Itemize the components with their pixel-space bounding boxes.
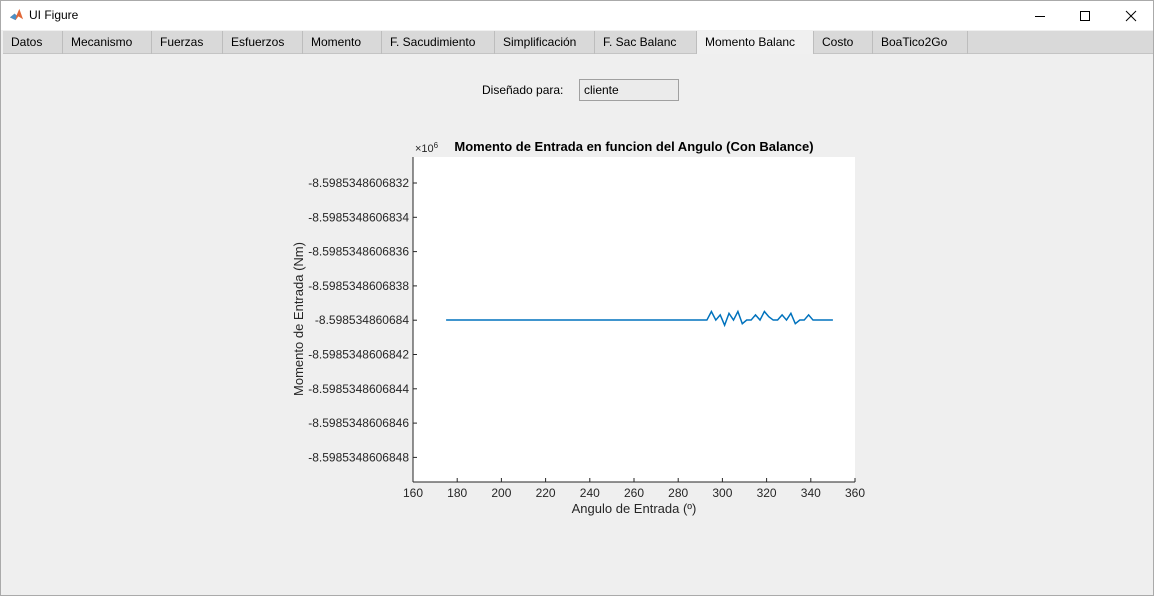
x-tick-label: 180 — [447, 486, 467, 500]
tab-bar: Datos Mecanismo Fuerzas Esfuerzos Moment… — [3, 31, 1153, 55]
tab-esfuerzos[interactable]: Esfuerzos — [223, 31, 303, 54]
y-tick-label: -8.598534860684 — [315, 313, 409, 327]
tab-simplificacion[interactable]: Simplificación — [495, 31, 595, 54]
x-tick-label: 160 — [403, 486, 423, 500]
x-tick-label: 280 — [668, 486, 688, 500]
close-button[interactable] — [1108, 1, 1154, 30]
tab-momento-balanc[interactable]: Momento Balanc — [696, 31, 814, 55]
x-tick-label: 340 — [801, 486, 821, 500]
matlab-logo-icon — [9, 8, 24, 21]
y-tick-label: -8.5985348606846 — [308, 416, 409, 430]
x-tick-label: 260 — [624, 486, 644, 500]
x-tick-label: 320 — [757, 486, 777, 500]
y-tick-label: -8.5985348606838 — [308, 279, 409, 293]
y-tick-label: -8.5985348606834 — [308, 210, 409, 224]
close-icon — [1125, 10, 1137, 21]
y-axis-label: Momento de Entrada (Nm) — [291, 242, 306, 396]
x-tick-label: 300 — [712, 486, 732, 500]
minimize-button[interactable] — [1017, 1, 1063, 30]
tab-datos[interactable]: Datos — [3, 31, 63, 54]
chart-title: Momento de Entrada en funcion del Angulo… — [454, 139, 813, 154]
tab-mecanismo[interactable]: Mecanismo — [63, 31, 152, 54]
series-line — [446, 309, 833, 328]
y-tick-label: -8.5985348606836 — [308, 245, 409, 259]
maximize-button[interactable] — [1062, 1, 1108, 30]
y-tick-label: -8.5985348606848 — [308, 450, 409, 464]
y-exponent-label: ×106 — [415, 141, 439, 155]
tab-momento[interactable]: Momento — [303, 31, 382, 54]
designed-for-field[interactable]: cliente — [579, 79, 679, 101]
designed-for-label: Diseñado para: — [482, 83, 564, 97]
y-tick-label: -8.5985348606832 — [308, 176, 409, 190]
title-bar[interactable]: UI Figure — [1, 1, 1153, 30]
y-tick-label: -8.5985348606842 — [308, 348, 409, 362]
x-tick-label: 360 — [845, 486, 865, 500]
minimize-icon — [1035, 15, 1045, 17]
window-title: UI Figure — [29, 8, 79, 22]
x-tick-label: 240 — [580, 486, 600, 500]
y-tick-label: -8.5985348606844 — [308, 382, 409, 396]
x-tick-label: 200 — [491, 486, 511, 500]
tab-boatico2go[interactable]: BoaTico2Go — [873, 31, 968, 54]
tab-fuerzas[interactable]: Fuerzas — [152, 31, 223, 54]
x-axis-label: Angulo de Entrada (º) — [572, 501, 697, 516]
tab-costo[interactable]: Costo — [814, 31, 873, 54]
maximize-icon — [1080, 10, 1090, 21]
x-tick-label: 220 — [536, 486, 556, 500]
tab-f-sacudimiento[interactable]: F. Sacudimiento — [382, 31, 495, 54]
